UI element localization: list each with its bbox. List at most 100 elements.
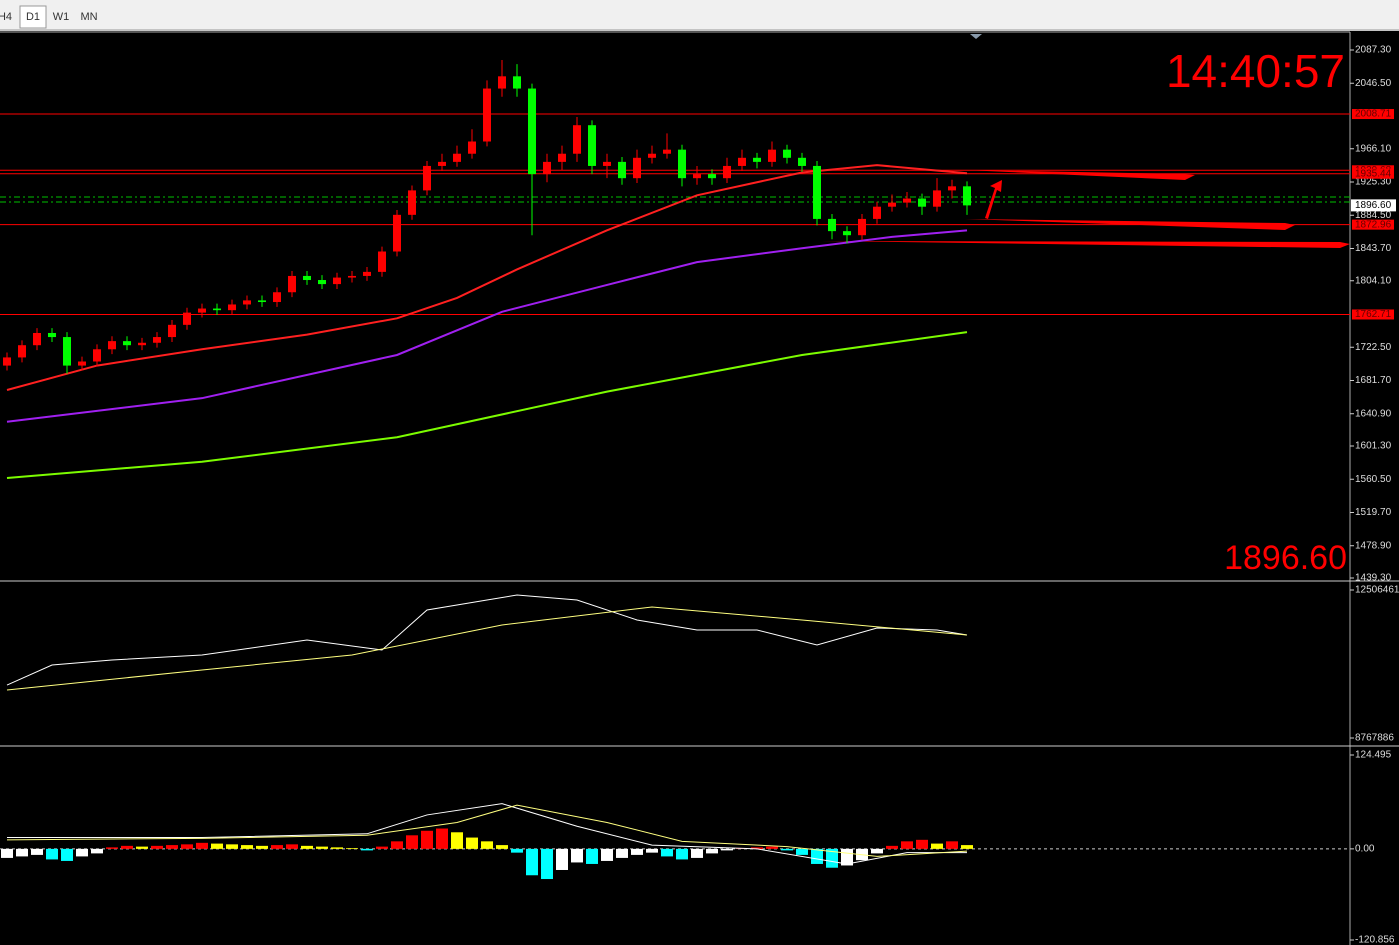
histogram-bar (331, 847, 343, 849)
candle-body (948, 186, 956, 191)
candle-body (933, 190, 941, 207)
candle-body (483, 88, 491, 142)
timeframe-tab-label: MN (80, 11, 97, 23)
y-tick-label: -120.856 (1355, 935, 1395, 945)
histogram-bar (961, 845, 973, 849)
candle-body (663, 149, 671, 154)
arrow (985, 180, 1002, 219)
histogram-bar (556, 848, 568, 870)
level-label-box (1352, 109, 1394, 120)
histogram-bar (436, 828, 448, 849)
histogram-bar (181, 844, 193, 849)
timeframe-tab-label: H4 (0, 11, 12, 23)
histogram-bar (646, 848, 658, 853)
histogram-bar (106, 847, 118, 849)
bid-label: 1896.60 (1355, 200, 1392, 211)
candle-body (963, 186, 971, 206)
y-tick-label: 12506461 (1355, 585, 1399, 596)
timeframe-tab[interactable] (19, 5, 47, 29)
histogram-bar (31, 848, 43, 855)
shift-marker (970, 34, 982, 39)
moving-average (6, 164, 968, 391)
histogram-bar (271, 845, 283, 849)
current-price: 1896.60 (1224, 539, 1347, 577)
y-tick-label: 2087.30 (1355, 45, 1392, 56)
histogram-bar (286, 844, 298, 849)
histogram-bar (676, 848, 688, 860)
y-tick-label: 1843.70 (1355, 243, 1392, 254)
y-tick-label: 1925.30 (1355, 177, 1392, 188)
histogram-bar (361, 848, 373, 851)
histogram-bar (871, 848, 883, 854)
histogram-bar (826, 848, 838, 868)
histogram-bar (766, 846, 778, 849)
y-tick-label: 1560.50 (1355, 474, 1392, 485)
candle-body (708, 174, 716, 179)
candle-body (858, 218, 866, 236)
histogram-bar (886, 845, 898, 849)
candle-body (648, 153, 656, 158)
candle-body (108, 341, 116, 350)
candle-body (723, 165, 731, 179)
y-tick-label: 8767886 (1355, 733, 1394, 744)
histogram-bar (571, 848, 583, 863)
candle-body (213, 308, 221, 311)
candle-body (888, 202, 896, 207)
candle-body (228, 304, 236, 311)
candle-body (618, 161, 626, 179)
candle-body (903, 198, 911, 203)
histogram-bar (16, 848, 28, 857)
histogram-bar (226, 844, 238, 849)
timeframe-tab[interactable] (0, 6, 18, 28)
candle-body (333, 277, 341, 285)
histogram-bar (61, 848, 73, 861)
candle-body (468, 141, 476, 154)
histogram-bar (946, 841, 958, 849)
candle-body (348, 275, 356, 278)
histogram-bar (301, 845, 313, 849)
indicator-line (6, 804, 968, 857)
histogram-bar (616, 848, 628, 858)
candle-body (363, 271, 371, 276)
candle-body (123, 341, 131, 346)
histogram-bar (541, 848, 553, 880)
histogram-bar (661, 848, 673, 857)
candle-body (603, 161, 611, 166)
candle-body (498, 76, 506, 89)
histogram-bar (211, 843, 223, 849)
level-label: 2008.71 (1355, 109, 1392, 120)
candle-body (738, 157, 746, 166)
moving-average (6, 229, 968, 423)
candle-body (378, 251, 386, 272)
candle-body (318, 280, 326, 285)
candle-body (78, 361, 86, 366)
histogram-bar (151, 845, 163, 849)
arrow (822, 241, 1350, 248)
histogram-bar (451, 832, 463, 849)
candle-body (753, 157, 761, 162)
candle-body (273, 292, 281, 303)
candle-body (3, 357, 11, 366)
y-tick-label: 1681.70 (1355, 375, 1392, 386)
y-tick-label: 1478.90 (1355, 540, 1392, 551)
level-label: 1872.96 (1355, 219, 1392, 230)
indicator-line (7, 803, 967, 865)
timeframe-tab[interactable] (48, 6, 74, 28)
candle-body (153, 337, 161, 343)
candle-body (798, 157, 806, 166)
histogram-bar (901, 841, 913, 849)
candle-body (243, 300, 251, 305)
level-label-box (1352, 219, 1394, 230)
level-label-box (1352, 309, 1394, 320)
histogram-bar (811, 848, 823, 864)
y-tick-label: 1804.10 (1355, 275, 1392, 286)
histogram-bar (256, 845, 268, 849)
histogram-bar (496, 845, 508, 849)
candle-body (438, 161, 446, 166)
level-label: 1935.44 (1355, 168, 1392, 179)
histogram-bar (376, 846, 388, 849)
y-tick-label: 1884.50 (1355, 210, 1392, 221)
histogram-bar (586, 848, 598, 864)
timeframe-tab[interactable] (76, 6, 102, 28)
